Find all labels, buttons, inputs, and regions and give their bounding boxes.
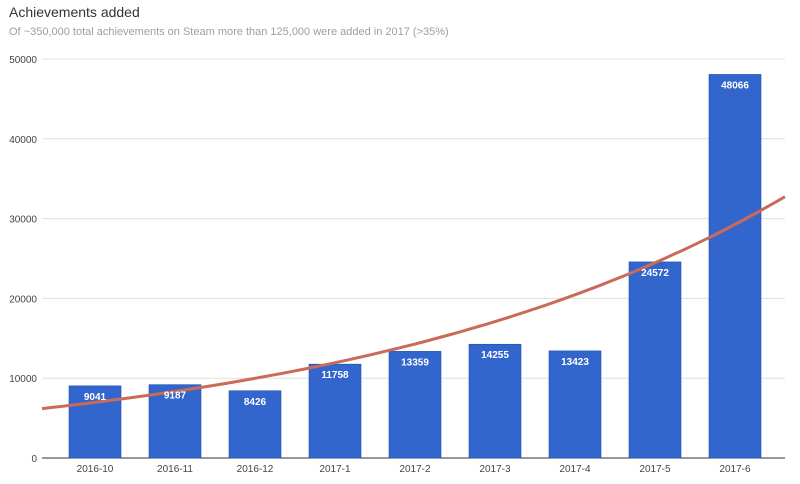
bar — [708, 74, 762, 459]
data-label: 13359 — [401, 357, 429, 368]
x-tick-label: 2017-4 — [559, 464, 591, 475]
data-label: 8426 — [244, 397, 267, 408]
chart-title: Achievements added — [9, 4, 140, 20]
x-tick-label: 2017-1 — [319, 464, 351, 475]
x-axis-ticks: 2016-10 2016-11 2016-12 2017-1 2017-2 2017-3 2… — [77, 464, 751, 475]
data-label: 13423 — [561, 357, 589, 368]
data-label: 48066 — [721, 80, 749, 91]
bar — [628, 261, 682, 459]
y-tick-label: 0 — [31, 454, 37, 465]
data-labels: 9041 9187 8426 11758 13359 14255 13423 24572 480… — [84, 80, 749, 407]
y-tick-label: 20000 — [9, 294, 37, 305]
data-label: 9187 — [164, 391, 187, 402]
y-tick-label: 30000 — [9, 215, 37, 226]
x-tick-label: 2017-6 — [719, 464, 751, 475]
trendline-path — [41, 195, 786, 411]
data-label: 24572 — [641, 268, 669, 279]
y-tick-label: 50000 — [9, 55, 37, 66]
y-tick-label: 40000 — [9, 135, 37, 146]
bar — [148, 384, 202, 459]
y-axis-ticks: 0 10000 20000 30000 40000 50000 — [9, 55, 37, 465]
bars — [68, 74, 762, 459]
y-tick-label: 10000 — [9, 374, 37, 385]
x-tick-label: 2016-12 — [237, 464, 274, 475]
chart-subtitle: Of ~350,000 total achievements on Steam … — [9, 26, 449, 38]
data-label: 11758 — [321, 370, 349, 381]
data-label: 14255 — [481, 350, 509, 361]
data-label: 9041 — [84, 392, 107, 403]
x-tick-label: 2016-10 — [77, 464, 114, 475]
bar — [468, 343, 522, 459]
bar — [68, 385, 122, 459]
x-tick-label: 2017-5 — [639, 464, 671, 475]
x-tick-label: 2017-2 — [399, 464, 431, 475]
x-tick-label: 2016-11 — [157, 464, 193, 475]
bar — [228, 390, 282, 459]
bar — [548, 350, 602, 459]
x-tick-label: 2017-3 — [479, 464, 511, 475]
trendline — [41, 195, 786, 411]
bar — [388, 351, 442, 459]
